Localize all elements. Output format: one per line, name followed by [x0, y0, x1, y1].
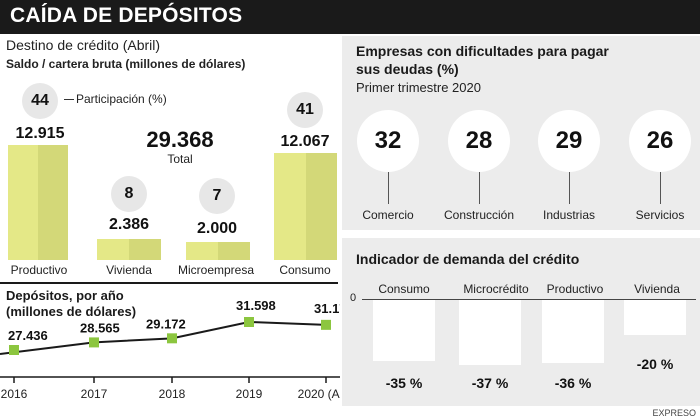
share-label-connector — [64, 99, 74, 100]
demand-zero-line — [362, 299, 696, 300]
deposit-value-2019: 31.598 — [236, 298, 276, 313]
company-label-industrias: Industrias — [542, 208, 596, 222]
companies-title-line2: sus deudas (%) — [356, 61, 459, 77]
deposit-year-2016: 2016 — [1, 387, 28, 401]
share-circle-microempresa: 7 — [199, 178, 235, 214]
bar-value-vivienda: 2.386 — [108, 216, 150, 233]
share-label: Participación (%) — [76, 92, 167, 106]
bar-value-consumo: 12.067 — [280, 133, 330, 150]
deposit-year-2018: 2018 — [159, 387, 186, 401]
bar-label-consumo: Consumo — [279, 263, 331, 277]
company-circle-industrias: 29 — [538, 110, 600, 172]
demand-label-consumo: Consumo — [378, 282, 430, 296]
demand-bar-vivienda — [624, 300, 686, 335]
company-tick-servicios — [660, 172, 661, 204]
deposit-point-2019 — [244, 317, 254, 327]
company-label-construccion: Construcción — [443, 208, 515, 222]
company-circle-servicios: 26 — [629, 110, 691, 172]
bar-value-productivo: 12.915 — [15, 125, 65, 142]
demand-bar-microcredito — [459, 300, 521, 365]
deposit-year-2020: 2020 (Abr) — [298, 387, 345, 401]
bar-productivo — [8, 145, 68, 260]
share-circle-consumo: 41 — [287, 92, 323, 128]
demand-bar-productivo — [542, 300, 604, 363]
bar-consumo — [274, 153, 337, 260]
company-tick-industrias — [569, 172, 570, 204]
total-value: 29.368 — [146, 127, 214, 152]
share-circle-productivo: 44 — [22, 83, 58, 119]
deposits-line-chart: 27.436 2016 28.565 2017 29.172 2018 31.598 2019… — [0, 298, 345, 401]
company-circle-construccion: 28 — [448, 110, 510, 172]
companies-title-line1: Empresas con dificultades para pagar — [356, 43, 609, 59]
deposit-point-2018 — [167, 333, 177, 344]
deposit-point-2016 — [9, 345, 19, 355]
deposits-title-line1: Depósitos, por año — [6, 288, 124, 303]
credit-unit-label: Saldo / cartera bruta (millones de dólar… — [6, 57, 246, 71]
deposit-value-2017: 28.565 — [80, 320, 120, 335]
company-tick-construccion — [479, 172, 480, 204]
panel-divider — [340, 34, 342, 420]
bar-microempresa — [186, 242, 250, 260]
demand-value-microcredito: -37 % — [471, 375, 509, 391]
deposit-value-2018: 29.172 — [146, 316, 186, 331]
deposit-value-2016: 27.436 — [8, 328, 48, 343]
companies-subtitle: Primer trimestre 2020 — [356, 80, 481, 95]
bar-vivienda — [97, 239, 161, 260]
deposit-point-2020 — [321, 319, 331, 330]
share-circle-vivienda: 8 — [111, 176, 147, 212]
bar-value-microempresa: 2.000 — [196, 220, 238, 237]
demand-label-productivo: Productivo — [546, 282, 604, 296]
demand-zero-label: 0 — [350, 292, 357, 304]
company-label-comercio: Comercio — [362, 208, 414, 222]
deposit-year-2017: 2017 — [81, 387, 108, 401]
source-label: EXPRESO — [652, 408, 696, 418]
demand-title: Indicador de demanda del crédito — [356, 251, 580, 267]
deposit-year-2019: 2019 — [236, 387, 263, 401]
bar-label-productivo: Productivo — [10, 263, 68, 277]
company-label-servicios: Servicios — [635, 208, 685, 222]
credit-subtitle: Destino de crédito (Abril) — [6, 37, 161, 53]
bar-label-vivienda: Vivienda — [106, 263, 152, 277]
credit-divider — [0, 282, 338, 284]
deposit-value-2020: 31.175 — [314, 301, 345, 316]
demand-label-microcredito: Microcrédito — [463, 282, 529, 296]
header-bar — [0, 0, 700, 34]
total-label: Total — [167, 152, 193, 166]
deposit-point-2017 — [89, 337, 99, 348]
bar-label-microempresa: Microempresa — [177, 263, 255, 277]
demand-value-productivo: -36 % — [554, 375, 592, 391]
demand-bar-consumo — [373, 300, 435, 361]
company-tick-comercio — [388, 172, 389, 204]
demand-label-vivienda: Vivienda — [634, 282, 680, 296]
deposits-title-line2: (millones de dólares) — [6, 304, 137, 319]
demand-value-vivienda: -20 % — [636, 356, 674, 372]
demand-value-consumo: -35 % — [385, 375, 423, 391]
company-circle-comercio: 32 — [357, 110, 419, 172]
page-title: CAÍDA DE DEPÓSITOS — [10, 4, 243, 27]
